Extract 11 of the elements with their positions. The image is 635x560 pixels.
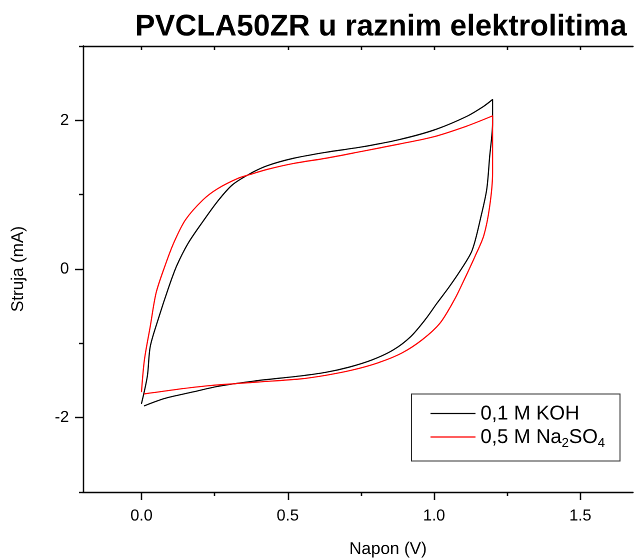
y-tick-label: 2: [60, 112, 70, 129]
x-tick-label: 1.0: [422, 508, 446, 524]
y-tick-label: 0: [60, 260, 70, 278]
x-tick-label: 0.0: [130, 508, 153, 524]
y-axis-title: Struja (mA): [8, 226, 27, 312]
x-tick-label: 0.5: [276, 508, 300, 524]
y-tick-label: -2: [54, 409, 70, 426]
x-axis-title: Napon (V): [349, 539, 427, 558]
x-tick-label: 1.5: [569, 508, 592, 524]
chart-title: PVCLA50ZR u raznim elektrolitima: [135, 10, 628, 42]
legend-label: 0,1 M KOH: [480, 402, 580, 424]
